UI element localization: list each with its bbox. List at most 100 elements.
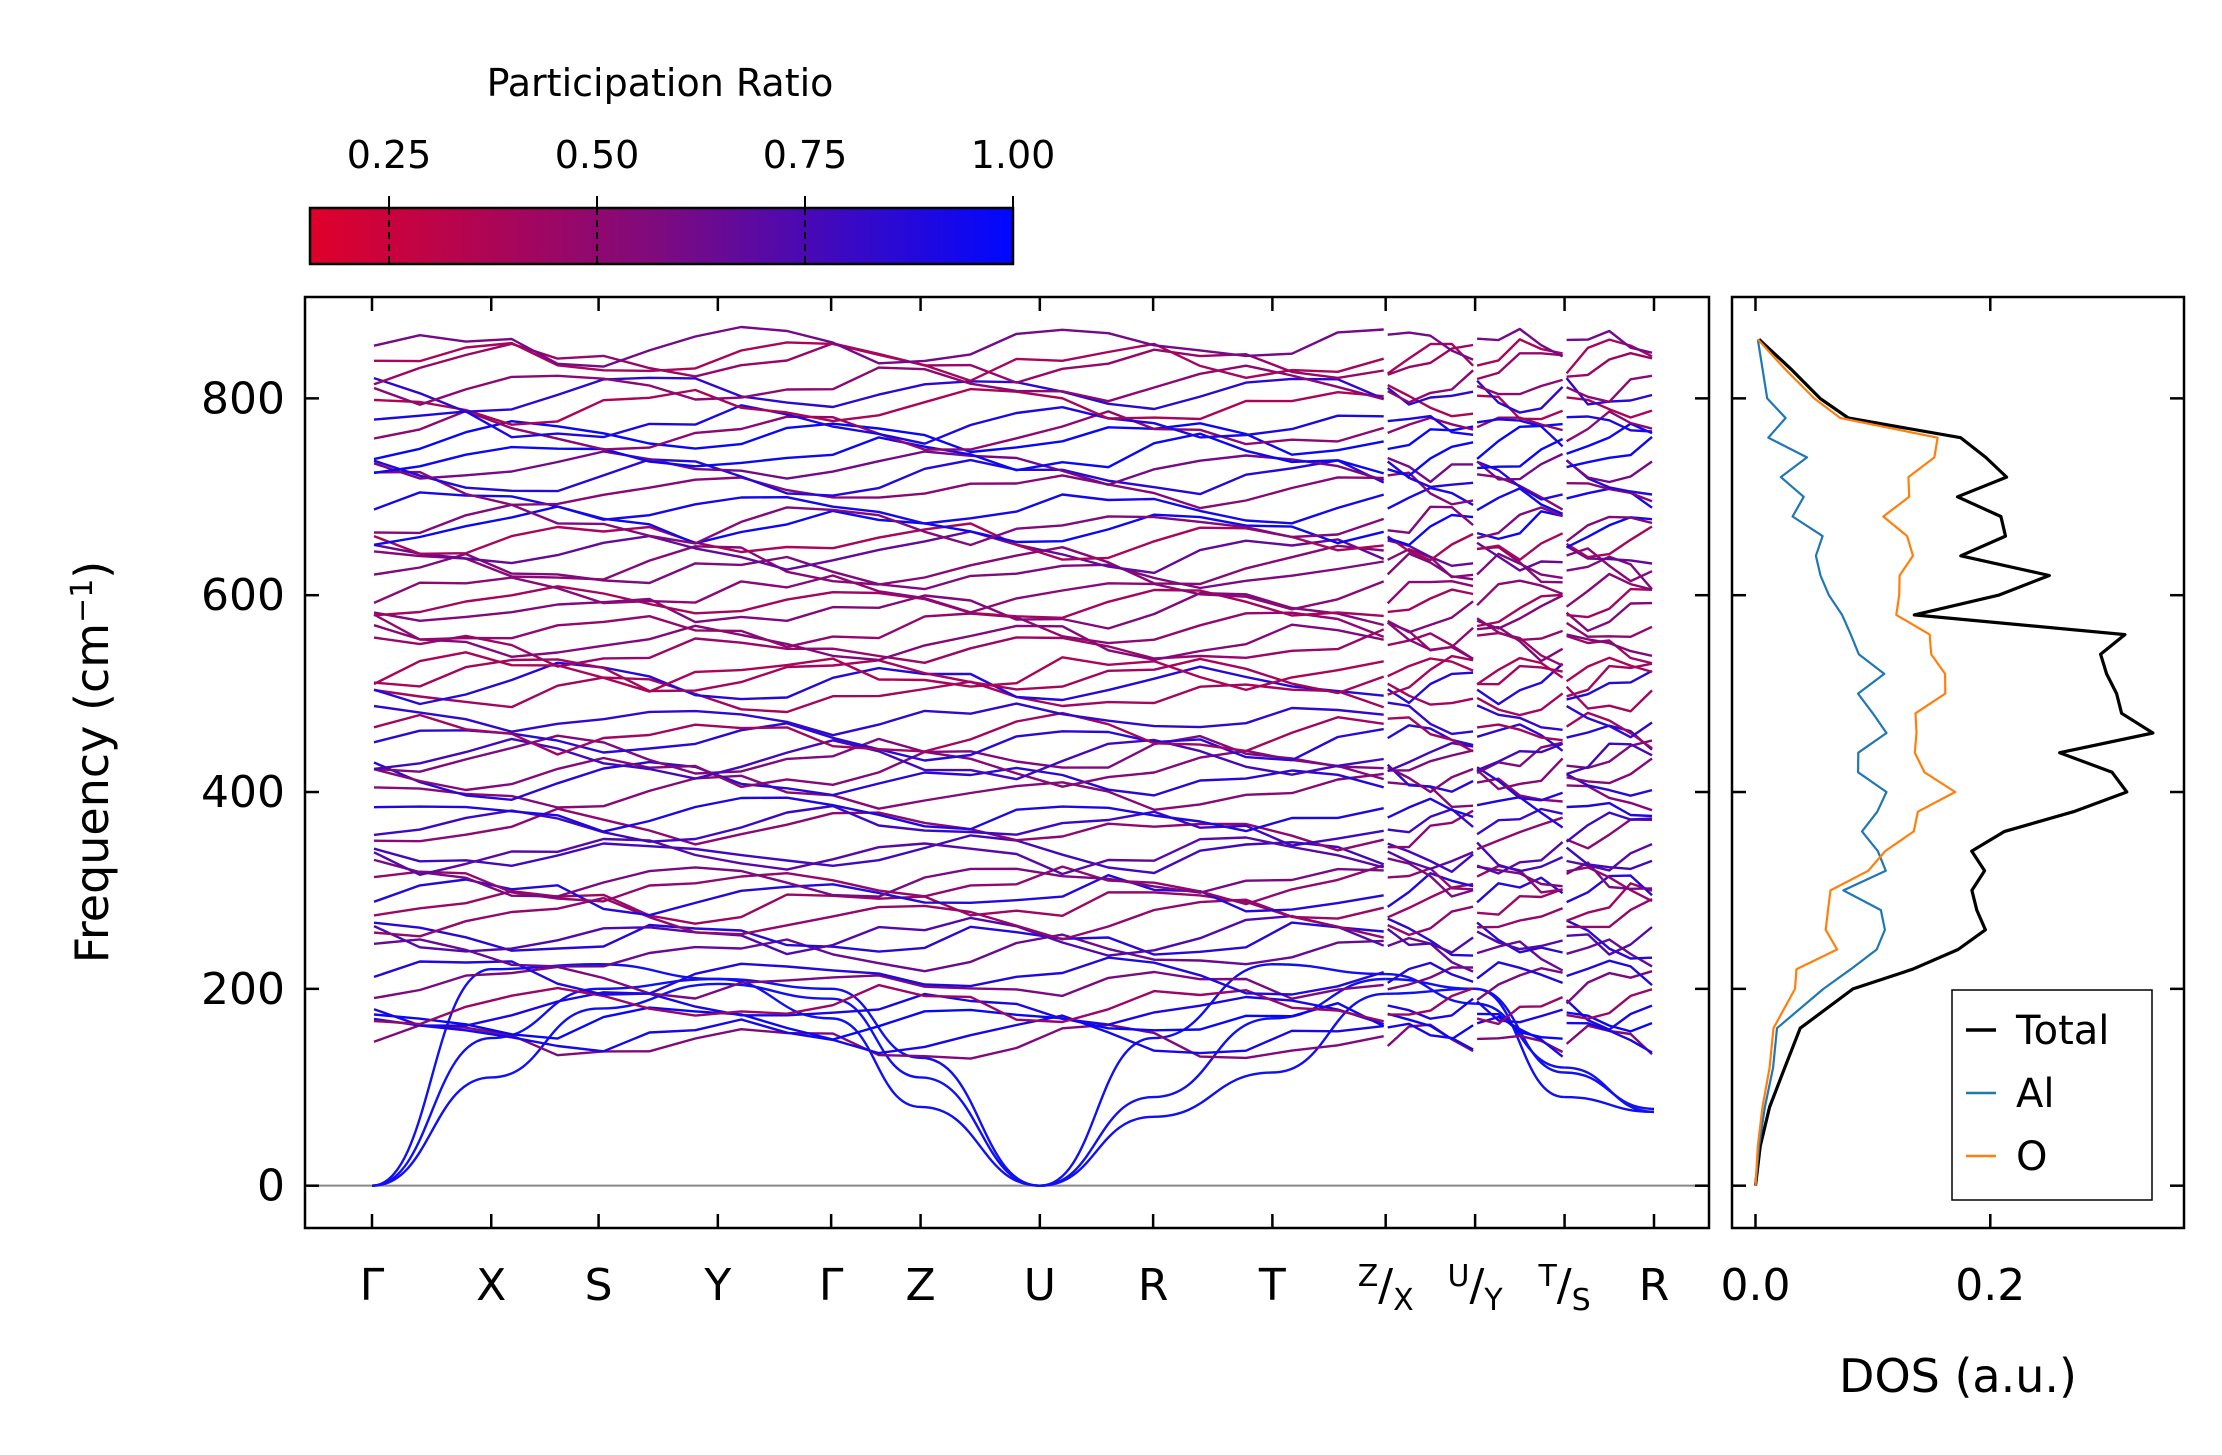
optical-branch bbox=[1565, 525, 1653, 559]
optical-branch bbox=[1565, 515, 1653, 543]
optical-branch bbox=[1566, 587, 1653, 619]
optical-branch bbox=[1566, 547, 1653, 583]
dos-x-tick-label: 0.2 bbox=[1955, 1260, 2025, 1311]
optical-branch bbox=[1566, 898, 1653, 929]
optical-branch bbox=[1387, 749, 1474, 772]
x-tick-label: Z/X bbox=[1358, 1259, 1414, 1318]
optical-branch bbox=[1476, 841, 1564, 875]
optical-branch bbox=[1387, 539, 1474, 567]
acoustic-branch bbox=[371, 982, 1386, 1187]
optical-branch bbox=[373, 420, 1384, 461]
optical-branch bbox=[1387, 905, 1474, 937]
dos-panel: 0.0 0.2 DOS (a.u.) Total Al O bbox=[1720, 295, 2186, 1403]
optical-branch bbox=[1387, 425, 1474, 451]
optical-branch bbox=[1386, 763, 1474, 793]
band-structure-panel: Γ X S Y Γ Z U R T Z/X U/Y T/S R 0 200 400 600 800 Freque… bbox=[65, 295, 1711, 1318]
colorbar-tick-label: 0.50 bbox=[555, 133, 640, 177]
optical-branch bbox=[1476, 552, 1563, 580]
optical-branch bbox=[1386, 386, 1474, 406]
x-tick-label: Γ bbox=[819, 1260, 844, 1311]
optical-branch bbox=[1476, 876, 1564, 904]
optical-branch bbox=[1565, 811, 1653, 843]
band-lines bbox=[305, 325, 1709, 1187]
optical-branch bbox=[1565, 970, 1653, 1005]
optical-branch bbox=[1566, 784, 1653, 812]
dos-legend: Total Al O bbox=[1951, 989, 2153, 1201]
optical-branch bbox=[1476, 422, 1563, 460]
band-axes-frame bbox=[303, 295, 1711, 1230]
optical-branch bbox=[373, 325, 1384, 368]
optical-branch bbox=[373, 983, 1384, 1026]
optical-branch bbox=[1566, 352, 1653, 378]
optical-branch bbox=[373, 760, 1385, 801]
dos-line-al bbox=[1754, 339, 1888, 1186]
optical-branch bbox=[1476, 379, 1564, 414]
optical-branch bbox=[1387, 701, 1474, 736]
optical-branch bbox=[373, 364, 1385, 406]
colorbar-tick-label: 0.25 bbox=[347, 133, 432, 177]
optical-branch bbox=[373, 834, 1385, 875]
y-tick-label: 600 bbox=[201, 570, 285, 621]
optical-branch bbox=[1387, 766, 1474, 794]
optical-branch bbox=[1476, 967, 1563, 1001]
optical-branch bbox=[1565, 601, 1653, 632]
optical-branch bbox=[1387, 486, 1474, 510]
optical-branch bbox=[1476, 742, 1564, 772]
y-tick-label: 800 bbox=[201, 373, 285, 424]
optical-branch bbox=[1566, 757, 1653, 785]
optical-branch bbox=[1387, 456, 1474, 484]
optical-branch bbox=[1566, 329, 1653, 354]
optical-branch bbox=[373, 858, 1384, 898]
optical-branch bbox=[373, 804, 1384, 847]
optical-branch bbox=[1476, 1000, 1563, 1024]
optical-branch bbox=[1477, 327, 1564, 358]
optical-branch bbox=[1476, 741, 1563, 775]
optical-branch bbox=[1565, 621, 1653, 638]
optical-branch bbox=[1476, 930, 1563, 951]
optical-branch bbox=[1476, 532, 1564, 561]
optical-branch bbox=[1386, 1023, 1474, 1053]
acoustic-branch bbox=[1385, 977, 1476, 991]
optical-branch bbox=[1566, 959, 1653, 987]
optical-branch bbox=[1476, 662, 1564, 706]
optical-branch bbox=[373, 1014, 1384, 1055]
optical-branch bbox=[1476, 656, 1564, 686]
optical-branch bbox=[1476, 995, 1564, 1026]
acoustic-branch bbox=[371, 963, 1386, 1187]
optical-branch bbox=[1476, 338, 1563, 367]
optical-branch bbox=[1566, 882, 1653, 922]
optical-branch bbox=[373, 874, 1384, 917]
optical-branch bbox=[1476, 418, 1564, 448]
optical-branch bbox=[373, 676, 1385, 714]
optical-branch bbox=[1566, 516, 1653, 549]
optical-branch bbox=[1387, 441, 1474, 477]
x-tick-label: T bbox=[1258, 1260, 1286, 1311]
optical-branch bbox=[373, 387, 1384, 426]
optical-branch bbox=[1476, 541, 1563, 572]
optical-branch bbox=[1566, 555, 1653, 590]
optical-branch bbox=[1476, 816, 1563, 851]
optical-branch bbox=[1566, 422, 1653, 455]
optical-branch bbox=[1476, 766, 1564, 802]
dos-line-o bbox=[1754, 338, 1957, 1186]
y-tick-label: 200 bbox=[201, 964, 285, 1015]
optical-branch bbox=[1566, 396, 1653, 419]
x-tick-label: R bbox=[1639, 1260, 1670, 1311]
optical-branch bbox=[1387, 997, 1474, 1020]
optical-branch bbox=[1387, 657, 1474, 678]
optical-branch bbox=[373, 651, 1384, 693]
optical-branch bbox=[373, 661, 1384, 706]
colorbar-title: Participation Ratio bbox=[487, 61, 834, 105]
optical-branch bbox=[1387, 842, 1474, 873]
optical-branch bbox=[1476, 487, 1564, 515]
acoustic-branch bbox=[1564, 1066, 1655, 1114]
optical-branch bbox=[373, 991, 1385, 1027]
colorbar-ticks: 0.25 0.50 0.75 1.00 bbox=[347, 133, 1055, 264]
optical-branch bbox=[373, 702, 1384, 737]
colorbar-tick-label: 0.75 bbox=[763, 133, 848, 177]
optical-branch bbox=[373, 522, 1384, 561]
optical-branch bbox=[1565, 338, 1653, 375]
colorbar: Participation Ratio 0.25 0.50 0.75 1.00 bbox=[308, 61, 1055, 266]
optical-branch bbox=[373, 914, 1385, 957]
x-tick-label: X bbox=[476, 1260, 506, 1311]
